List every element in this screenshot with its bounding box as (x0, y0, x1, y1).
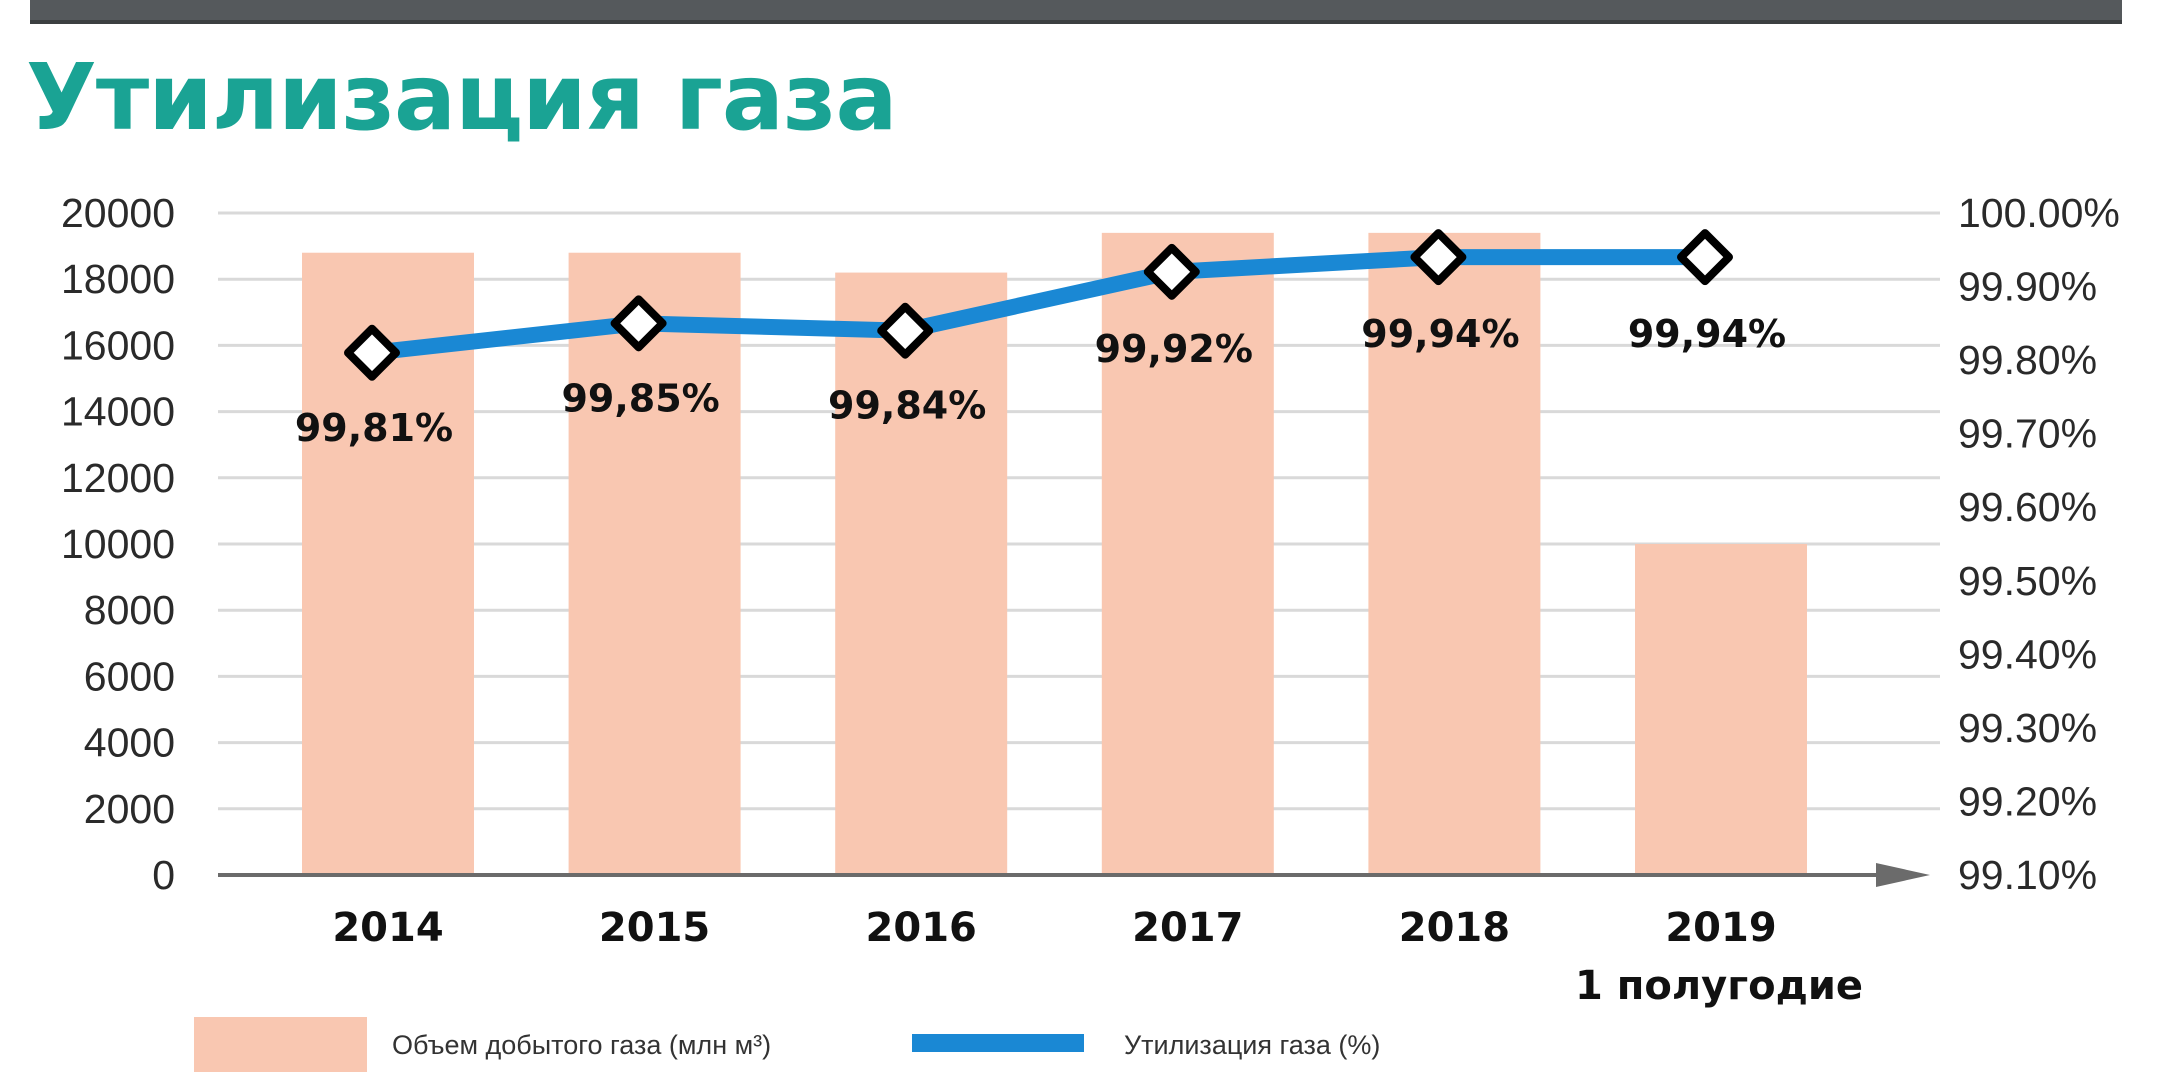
data-label: 99,94% (1628, 312, 1786, 356)
legend-label-bar: Объем добытого газа (млн м³) (392, 1030, 771, 1060)
data-label: 99,92% (1095, 327, 1253, 371)
diamond-marker-icon (1677, 229, 1733, 286)
y-right-tick-label: 99.80% (1958, 337, 2097, 383)
y-right-tick-label: 99.20% (1958, 778, 2097, 824)
y-left-tick-label: 4000 (84, 720, 175, 766)
x-tick-label: 2014 (332, 905, 443, 951)
diamond-marker-icon (1143, 243, 1200, 300)
x-tick-label: 2019 (1665, 905, 1776, 951)
data-label: 99,84% (828, 384, 986, 428)
top-banner-bar (30, 0, 2122, 24)
y-left-tick-label: 10000 (61, 521, 175, 567)
diamond-marker-icon (1410, 229, 1467, 286)
y-right-tick-label: 99.10% (1958, 852, 2097, 898)
y-right-tick-label: 99.90% (1958, 264, 2097, 310)
bar-2015 (568, 252, 741, 876)
y-left-tick-label: 2000 (84, 786, 175, 832)
x-tick-label: 2017 (1132, 905, 1243, 951)
data-label: 99,94% (1361, 312, 1519, 356)
y-right-tick-label: 99.50% (1958, 558, 2097, 604)
x-tick-label: 2015 (599, 905, 710, 951)
data-label: 99,85% (561, 376, 719, 420)
y-left-tick-label: 14000 (61, 389, 175, 435)
y-left-tick-label: 20000 (61, 190, 175, 236)
data-label: 99,81% (295, 406, 453, 450)
bar-2018 (1368, 232, 1541, 876)
y-left-tick-label: 12000 (61, 455, 175, 501)
diamond-marker-icon (344, 324, 400, 381)
y-left-tick-label: 6000 (84, 653, 175, 699)
y-right-tick-label: 99.40% (1958, 631, 2097, 677)
x-axis-arrow-icon (1876, 863, 1930, 887)
y-left-tick-label: 0 (152, 852, 175, 898)
y-right-tick-label: 99.60% (1958, 484, 2097, 530)
y-right-tick-label: 99.30% (1958, 705, 2097, 751)
y-left-tick-label: 16000 (61, 322, 175, 368)
y-left-tick-label: 8000 (84, 587, 175, 633)
y-right-tick-label: 99.70% (1958, 411, 2097, 457)
bar-2016 (835, 272, 1008, 876)
x-tick-label: 2018 (1399, 905, 1510, 951)
legend-swatch-bar (194, 1017, 367, 1072)
y-right-tick-label: 100.00% (1958, 190, 2120, 236)
x-tick-label: 2016 (866, 905, 977, 951)
utilization-line (364, 249, 1713, 361)
diamond-marker-icon (610, 295, 667, 352)
x-tick-sublabel: 1 полугодие (1575, 963, 1863, 1009)
bar-2019 (1635, 544, 1807, 875)
bar-2017 (1101, 232, 1274, 876)
legend-swatch-line (912, 1034, 1084, 1052)
y-left-tick-label: 18000 (61, 256, 175, 302)
diamond-marker-icon (877, 302, 934, 359)
chart-title: Утилизация газа (26, 44, 898, 151)
legend-label-line: Утилизация газа (%) (1124, 1030, 1380, 1060)
